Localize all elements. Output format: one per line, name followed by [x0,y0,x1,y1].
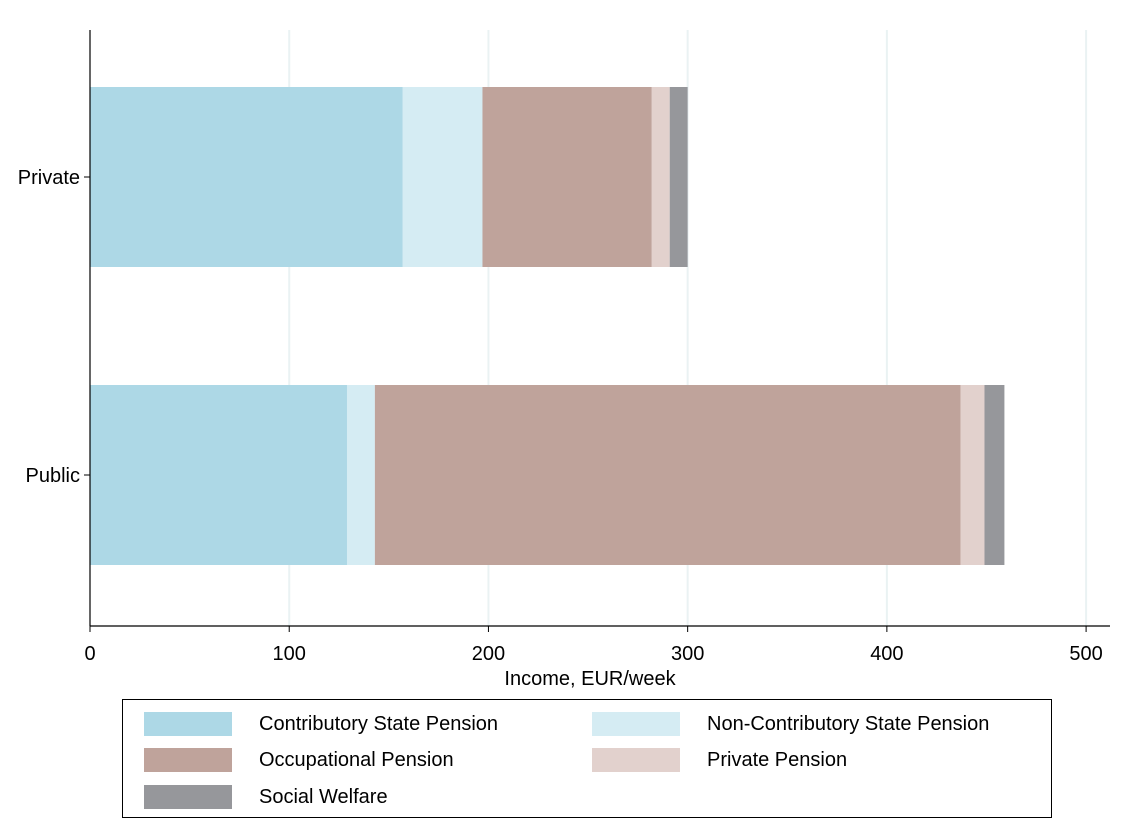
bar-segment [402,87,483,267]
bar-segment [651,87,670,267]
legend-item-social-welfare: Social Welfare [144,785,388,809]
legend-item-occupational: Occupational Pension [144,748,454,772]
legend-label: Contributory State Pension [259,712,499,735]
x-tick-label: 0 [84,643,95,665]
bar-segment [90,87,403,267]
bar-segment [90,385,347,565]
legend-label: Non-Contributory State Pension [707,712,990,735]
bar-segment [482,87,652,267]
stacked-bar-chart: 0 100 200 300 400 500 Private Public Income, E… [18,30,1110,690]
legend-swatch [144,748,232,772]
x-ticks: 0 100 200 300 400 500 [84,626,1103,665]
category-labels: Private Public [18,167,90,487]
category-label: Private [18,167,80,189]
x-tick-label: 300 [671,643,704,665]
legend-item-contributory: Contributory State Pension [144,712,498,736]
x-tick-label: 100 [273,643,306,665]
legend-item-private-pension: Private Pension [592,748,847,772]
legend-swatch [144,785,232,809]
x-tick-label: 400 [870,643,903,665]
x-axis-label: Income, EUR/week [504,668,676,690]
bar-segment [960,385,985,565]
x-tick-label: 500 [1069,643,1102,665]
x-tick-label: 200 [472,643,505,665]
legend-label: Occupational Pension [259,748,454,771]
legend-swatch [592,712,680,736]
legend-swatch [592,748,680,772]
legend-label: Private Pension [707,748,848,771]
bar-segment [984,385,1005,565]
bars [90,87,1005,565]
bar-segment [669,87,688,267]
bar-segment [374,385,961,565]
legend-swatch [144,712,232,736]
category-label: Public [26,465,80,487]
legend-item-non-contributory: Non-Contributory State Pension [592,712,989,736]
legend: Contributory State Pension Non-Contribut… [122,699,1052,818]
bar-segment [346,385,375,565]
legend-label: Social Welfare [259,785,388,808]
